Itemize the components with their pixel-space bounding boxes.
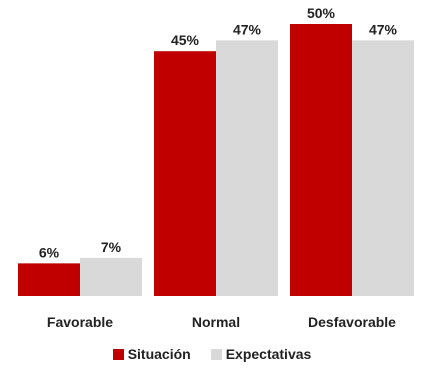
legend-swatch-expectativas — [210, 348, 222, 360]
legend: Situación Expectativas — [0, 346, 424, 362]
legend-label-expectativas: Expectativas — [225, 346, 312, 362]
bar-situacion-desfavorable — [290, 24, 352, 296]
data-label-situacion-favorable: 6% — [39, 244, 60, 260]
category-label-normal: Normal — [192, 314, 240, 330]
bar-situacion-normal — [154, 51, 216, 297]
data-label-expectativas-desfavorable: 47% — [369, 21, 398, 37]
legend-item-situacion: Situación — [112, 346, 191, 362]
data-label-situacion-desfavorable: 50% — [307, 5, 336, 21]
legend-item-expectativas: Expectativas — [210, 346, 312, 362]
bar-expectativas-favorable — [80, 257, 142, 296]
data-label-situacion-normal: 45% — [171, 32, 200, 48]
legend-swatch-situacion — [112, 348, 124, 360]
category-label-desfavorable: Desfavorable — [308, 314, 396, 330]
data-label-expectativas-favorable: 7% — [101, 239, 122, 255]
bar-expectativas-normal — [216, 40, 278, 296]
bar-situacion-favorable — [18, 263, 80, 296]
category-label-favorable: Favorable — [47, 314, 113, 330]
bar-expectativas-desfavorable — [352, 40, 414, 296]
legend-label-situacion: Situación — [127, 346, 191, 362]
data-label-expectativas-normal: 47% — [233, 21, 262, 37]
